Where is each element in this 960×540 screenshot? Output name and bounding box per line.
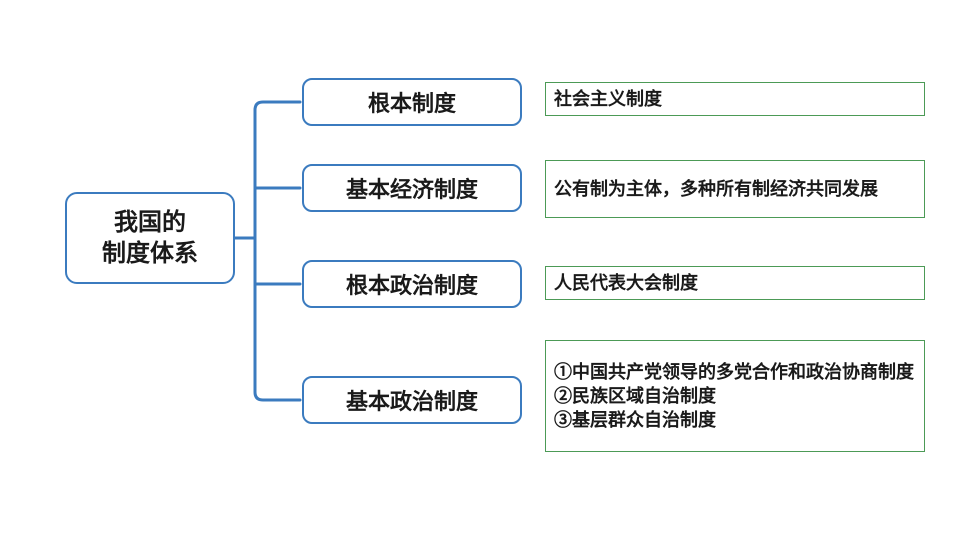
category-label: 根本政治制度 <box>346 268 478 300</box>
category-node-3: 基本政治制度 <box>302 376 522 424</box>
description-text: 人民代表大会制度 <box>554 271 698 295</box>
description-node-2: 人民代表大会制度 <box>545 266 925 300</box>
category-node-2: 根本政治制度 <box>302 260 522 308</box>
description-text: 公有制为主体，多种所有制经济共同发展 <box>554 177 878 201</box>
description-node-1: 公有制为主体，多种所有制经济共同发展 <box>545 160 925 218</box>
category-node-0: 根本制度 <box>302 78 522 126</box>
description-node-0: 社会主义制度 <box>545 82 925 116</box>
category-label: 基本经济制度 <box>346 172 478 204</box>
category-node-1: 基本经济制度 <box>302 164 522 212</box>
description-text: ①中国共产党领导的多党合作和政治协商制度 ②民族区域自治制度 ③基层群众自治制度 <box>554 360 914 433</box>
description-text: 社会主义制度 <box>554 87 662 111</box>
category-label: 根本制度 <box>368 86 456 118</box>
description-node-3: ①中国共产党领导的多党合作和政治协商制度 ②民族区域自治制度 ③基层群众自治制度 <box>545 340 925 452</box>
category-label: 基本政治制度 <box>346 384 478 416</box>
